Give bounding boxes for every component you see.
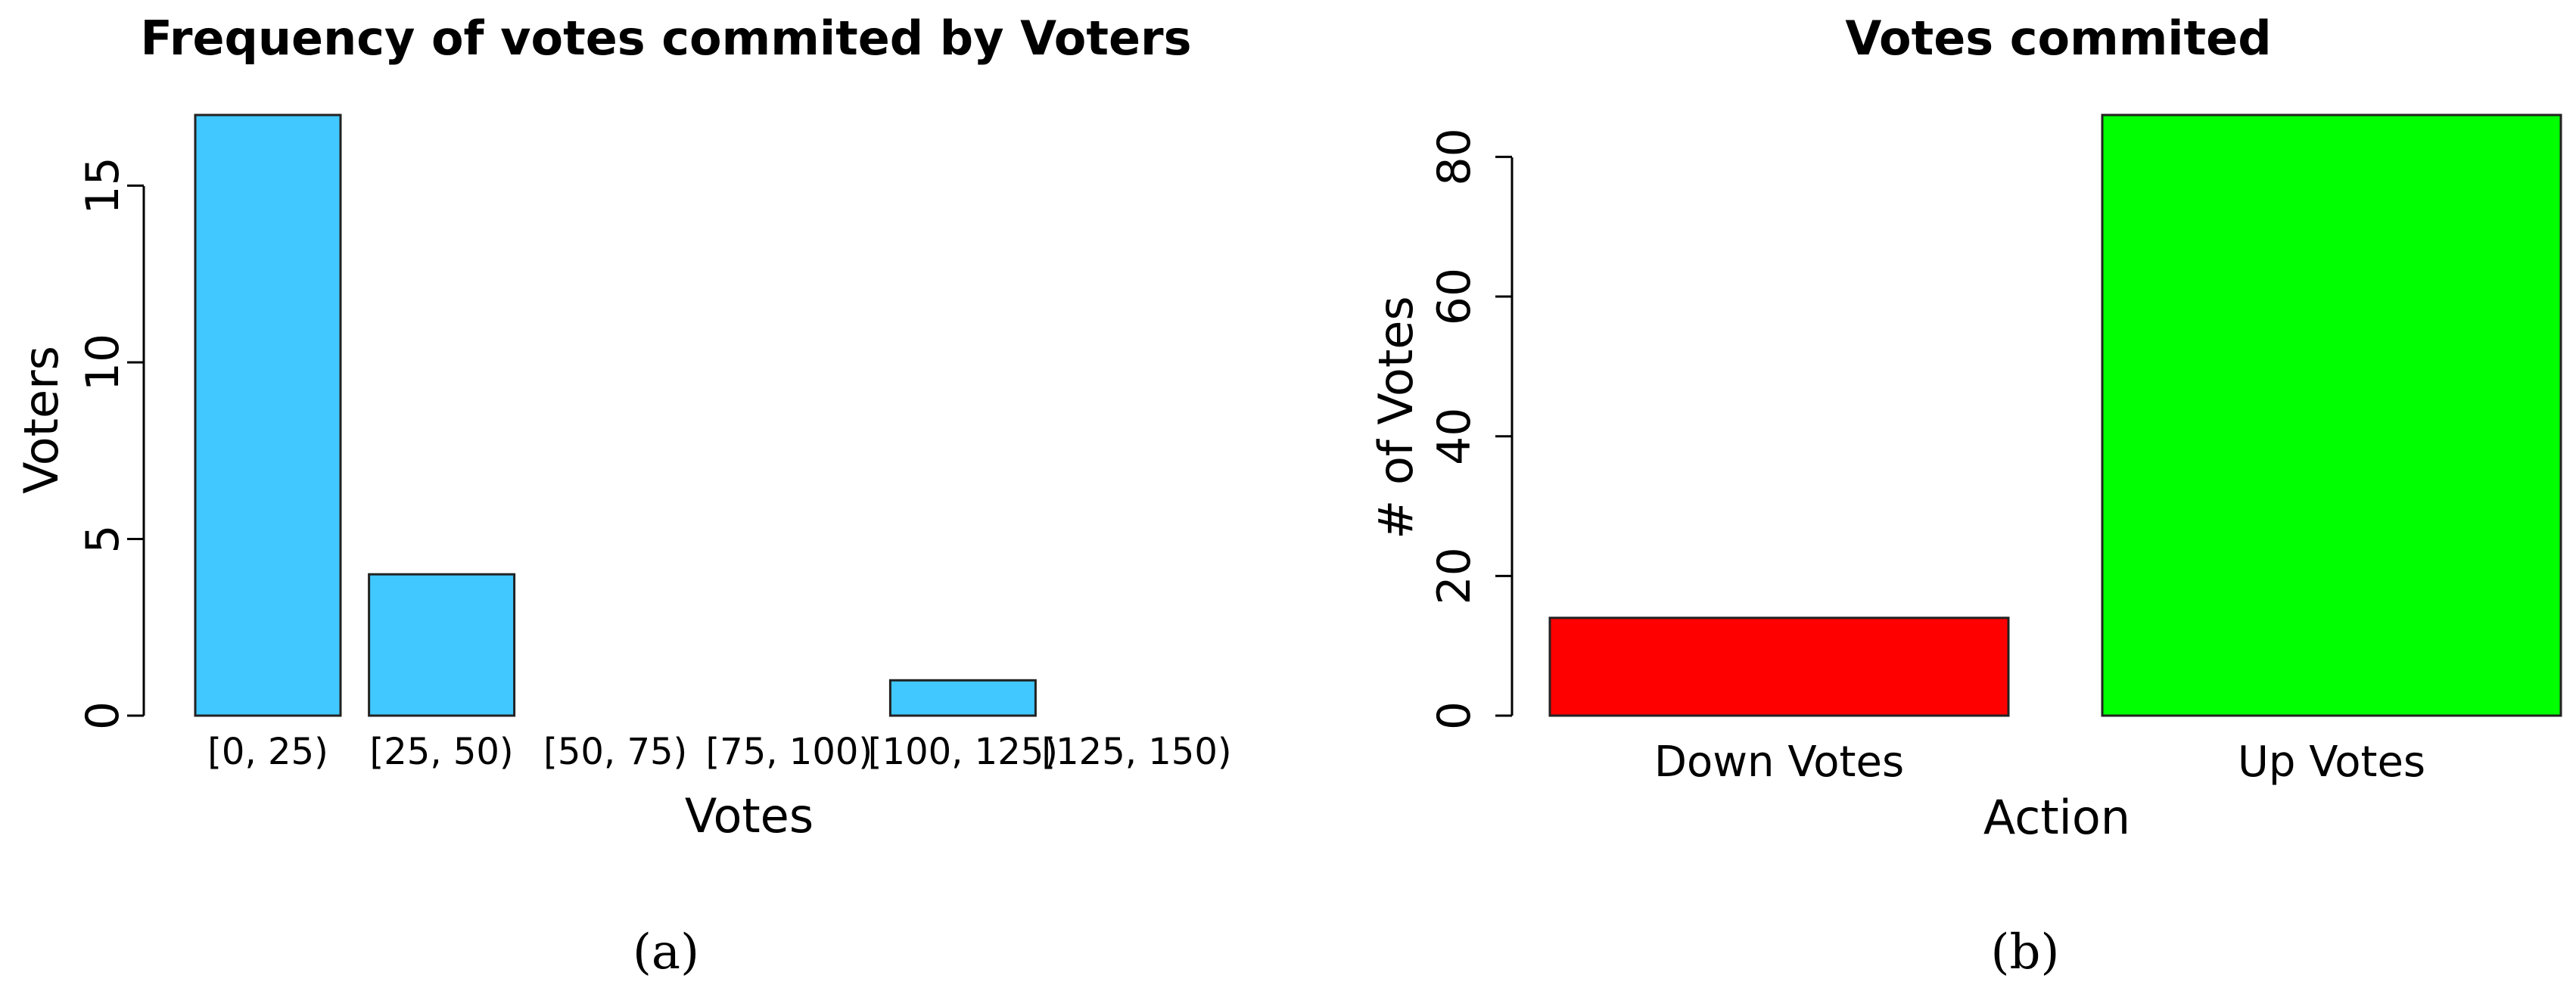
chart-b-y-tick-label: 60 [1428,268,1481,325]
chart-b-y-ticks: 0 20 40 60 80 [1428,128,1512,730]
chart-b-category-label: Up Votes [2238,738,2425,787]
chart-b-y-tick-label: 40 [1428,408,1481,465]
chart-a-category-labels: [0, 25) [25, 50) [50, 75) [75, 100)[100, 12… [207,731,1231,773]
chart-a-bar [888,679,1037,717]
chart-a-caption: (a) [633,924,699,980]
chart-b-category-label: Down Votes [1654,738,1904,787]
chart-a-category-label: [125, 150) [1041,731,1231,773]
chart-b-y-tick-label: 20 [1428,547,1481,604]
chart-b-caption: (b) [1991,924,2060,980]
chart-a-title: Frequency of votes commited by Voters [140,11,1191,66]
chart-a: Frequency of votes commited by Voters Vo… [14,11,1232,980]
chart-a-xlabel: Votes [685,788,814,843]
chart-b-bar [1548,617,2010,717]
chart-a-y-tick-label: 10 [76,334,129,391]
chart-b: Votes commited # of Votes Action 0 20 40 60… [1368,11,2562,980]
chart-a-y-tick-label: 15 [76,157,129,214]
chart-a-bar [194,113,342,717]
chart-a-y-ticks: 0 5 10 15 [76,157,144,730]
chart-a-ylabel: Voters [14,346,69,494]
chart-a-category-label: [75, 100) [705,731,873,773]
chart-a-category-label: [25, 50) [370,731,514,773]
chart-a-category-label: [0, 25) [207,731,328,773]
chart-a-y-tick-label: 0 [76,701,129,730]
chart-b-y-tick-label: 0 [1428,701,1481,730]
chart-b-y-tick-label: 80 [1428,128,1481,185]
chart-b-ylabel: # of Votes [1368,296,1423,539]
chart-a-category-label: [100, 125) [868,731,1058,773]
chart-a-category-label: [50, 75) [543,731,687,773]
chart-b-bar [2101,113,2562,717]
chart-a-bars [194,113,1037,717]
chart-a-y-tick-label: 5 [76,524,129,553]
chart-b-xlabel: Action [1983,790,2130,845]
chart-b-title: Votes commited [1845,11,2271,66]
chart-a-bar [368,573,516,717]
chart-b-bars [1548,113,2562,717]
chart-b-category-labels: Down Votes Up Votes [1654,738,2425,787]
